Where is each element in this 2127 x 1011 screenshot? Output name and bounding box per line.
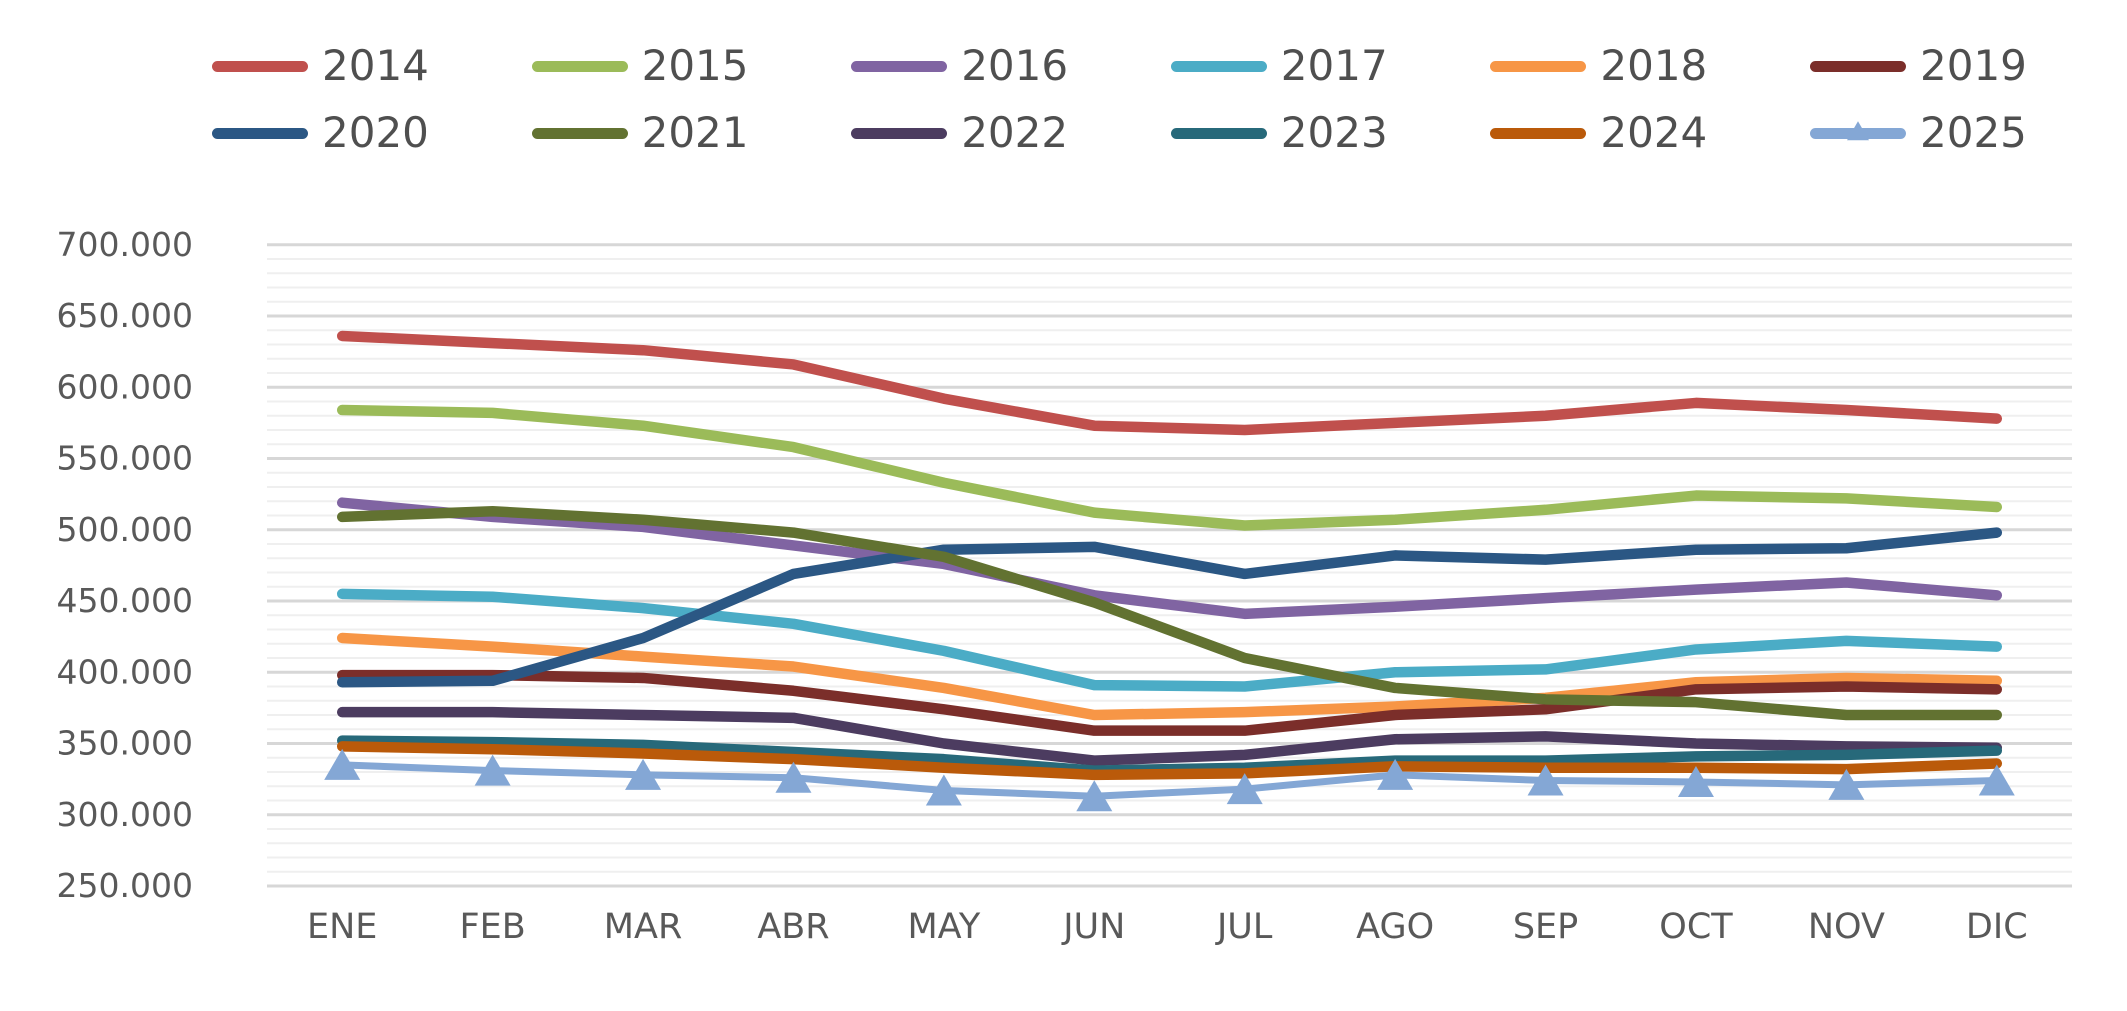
legend-item-2018: 2018 [1490,44,1707,88]
series-line-2024 [336,741,2003,781]
legend-label: 2024 [1600,108,1708,157]
x-axis-label: AGO [1356,907,1434,947]
legend-item-2016: 2016 [851,44,1068,88]
triangle-marker-icon [1076,780,1113,812]
series-line-2014 [336,330,2003,436]
series-line-2025 [338,761,2001,800]
series-markers-2025 [324,748,2015,812]
legend-swatch-2020 [212,127,308,139]
legend-label: 2015 [641,41,749,90]
y-axis-label: 550.000 [57,439,193,478]
x-axis-label: ENE [307,907,377,947]
y-axis-label: 500.000 [57,510,193,549]
legend-label: 2017 [1280,41,1388,90]
y-axis-label: 450.000 [57,581,193,620]
legend-item-2023: 2023 [1170,108,1388,157]
y-axis-label: 600.000 [57,367,193,406]
y-axis-label: 400.000 [57,652,193,691]
legend-item-2017: 2017 [1170,41,1388,90]
legend-item-2022: 2022 [851,111,1068,155]
legend-label: 2019 [1920,41,2027,90]
x-axis-label: SEP [1513,907,1578,947]
legend-item-2024: 2024 [1490,111,1707,155]
legend-label: 2014 [322,41,429,90]
triangle-marker-icon [1847,121,1869,141]
series-line-2015 [336,404,2003,531]
legend-item-2015: 2015 [531,41,749,90]
series-line-2022 [336,706,2003,766]
legend-swatch-2021 [531,127,628,139]
series-line-2018 [336,632,2003,721]
series-line-2020 [336,527,2003,688]
legend-label: 2022 [961,108,1069,157]
legend-item-2019: 2019 [1810,44,2027,88]
y-axis-label: 250.000 [57,866,193,905]
legend-swatch-2025 [1810,121,1906,141]
triangle-marker-icon [1226,773,1263,805]
x-axis-label: JUL [1215,907,1273,947]
triangle-marker-icon [324,748,361,780]
legend-swatch-2016 [851,60,948,72]
y-axis-label: 650.000 [57,296,193,335]
x-axis-label: FEB [459,907,525,947]
legend-item-2014: 2014 [212,44,429,88]
legend-swatch-2018 [1490,60,1587,72]
triangle-marker-icon [1978,764,2015,796]
legend-swatch-2024 [1490,127,1587,139]
legend-label: 2020 [322,108,429,157]
x-axis-label: DIC [1966,907,2028,947]
triangle-marker-icon [1377,758,1414,790]
chart-legend: 2014 2015 2016 2017 2018 2019 2020 2021 2022 2023… [0,0,2127,180]
legend-swatch-2017 [1170,60,1267,72]
series-line-2021 [336,505,2003,721]
legend-label: 2018 [1600,41,1708,90]
triangle-marker-icon [474,754,511,786]
legend-item-2021: 2021 [531,108,749,157]
legend-label: 2025 [1920,108,2027,157]
legend-label: 2023 [1280,108,1388,157]
y-axis-label: 700.000 [57,225,193,264]
triangle-marker-icon [1527,764,1564,796]
legend-label: 2021 [641,108,749,157]
series-line-2016 [336,497,2003,620]
x-axis-label: MAR [604,907,682,947]
x-axis-label: OCT [1659,907,1733,947]
legend-swatch-2019 [1810,60,1906,72]
y-axis-label: 350.000 [57,724,193,763]
x-axis-label: NOV [1808,907,1885,947]
legend-label: 2016 [961,41,1069,90]
legend-swatch-2023 [1170,127,1267,139]
x-axis-label: MAY [907,907,980,947]
series-line-2019 [336,669,2003,736]
x-axis-label: ABR [757,907,829,947]
series-line-2017 [336,588,2003,692]
legend-swatch-2022 [851,127,948,139]
triangle-marker-icon [925,774,962,806]
y-axis-label: 300.000 [57,795,193,834]
legend-swatch-2014 [212,60,308,72]
legend-swatch-2015 [531,60,628,72]
triangle-marker-icon [775,761,812,793]
legend-item-2025: 2025 [1810,111,2027,155]
triangle-marker-icon [1677,765,1714,797]
legend-item-2020: 2020 [212,111,429,155]
triangle-marker-icon [625,758,662,790]
x-axis-label: JUN [1061,907,1125,947]
triangle-marker-icon [1828,768,1865,800]
